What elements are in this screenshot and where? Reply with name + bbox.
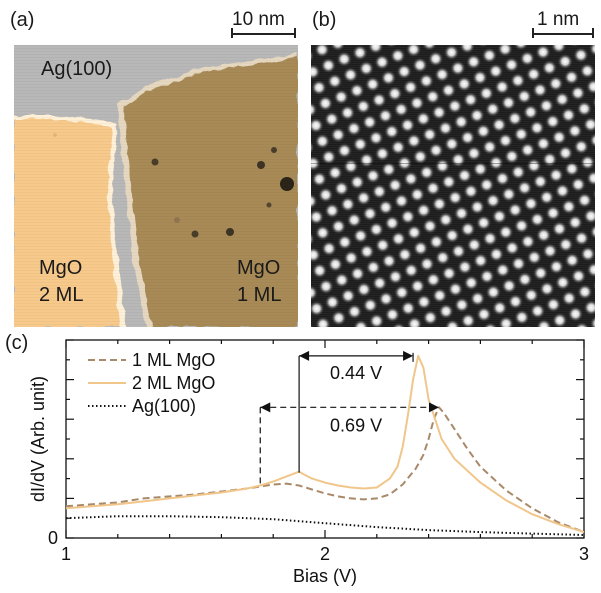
- series-line-2: [65, 515, 585, 536]
- gap-044-arrow-left: [299, 350, 310, 361]
- panel-b-label: (b): [312, 9, 337, 31]
- panel-b-scale-bar: [532, 33, 594, 35]
- panel-a-scale-bar: [231, 33, 296, 35]
- panel-b-scale-bar-tick-right: [592, 28, 594, 38]
- panel-b-scale-bar-label: 1 nm: [537, 9, 580, 30]
- legend-label-0: 1 ML MgO: [132, 350, 215, 370]
- panel-b-scale-bar-tick-left: [532, 28, 534, 38]
- x-tick-label: 1: [61, 544, 71, 564]
- panel-a-scale-bar-label: 10 nm: [232, 9, 285, 30]
- x-tick-label: 2: [320, 544, 330, 564]
- stm-image-a-svg: [14, 45, 298, 327]
- dIdV-chart: 1 2 3 0 Bias (V) dI/dV (Arb. unit) 1 ML MgO 2 M…: [28, 339, 589, 586]
- x-axis-label: Bias (V): [293, 566, 357, 586]
- series-line-1: [65, 354, 585, 534]
- substrate-label: Ag(100): [41, 58, 113, 80]
- gap-044-arrow-right: [403, 350, 414, 361]
- legend-label-2: Ag(100): [132, 396, 196, 416]
- gap-044-label: 0.44 V: [330, 363, 382, 383]
- gap-069-label: 0.69 V: [330, 415, 382, 435]
- mgo-2ml-label-line1: MgO: [39, 257, 83, 279]
- panel-a-scale-bar-tick-left: [231, 28, 233, 38]
- gap-069-arrow-left: [260, 402, 271, 413]
- x-tick-label: 3: [579, 544, 589, 564]
- y-axis-label: dI/dV (Arb. unit): [28, 376, 48, 502]
- stm-image-a: [14, 45, 298, 327]
- panel-a-label: (a): [10, 9, 35, 31]
- mgo-2ml-label-line2: 2 ML: [39, 284, 84, 306]
- y-tick-label: 0: [48, 528, 58, 548]
- stm-image-b-svg: [311, 45, 595, 327]
- gap-069-arrow-right: [428, 402, 439, 413]
- panel-a-scale-bar-tick-right: [294, 28, 296, 38]
- mgo-1ml-label-line1: MgO: [237, 257, 281, 279]
- series-line-0: [65, 406, 585, 534]
- panel-c-label: (c): [5, 332, 29, 354]
- mgo-1ml-label-line2: 1 ML: [237, 284, 282, 306]
- stm-image-b: [311, 45, 595, 327]
- legend-label-1: 2 ML MgO: [132, 373, 215, 393]
